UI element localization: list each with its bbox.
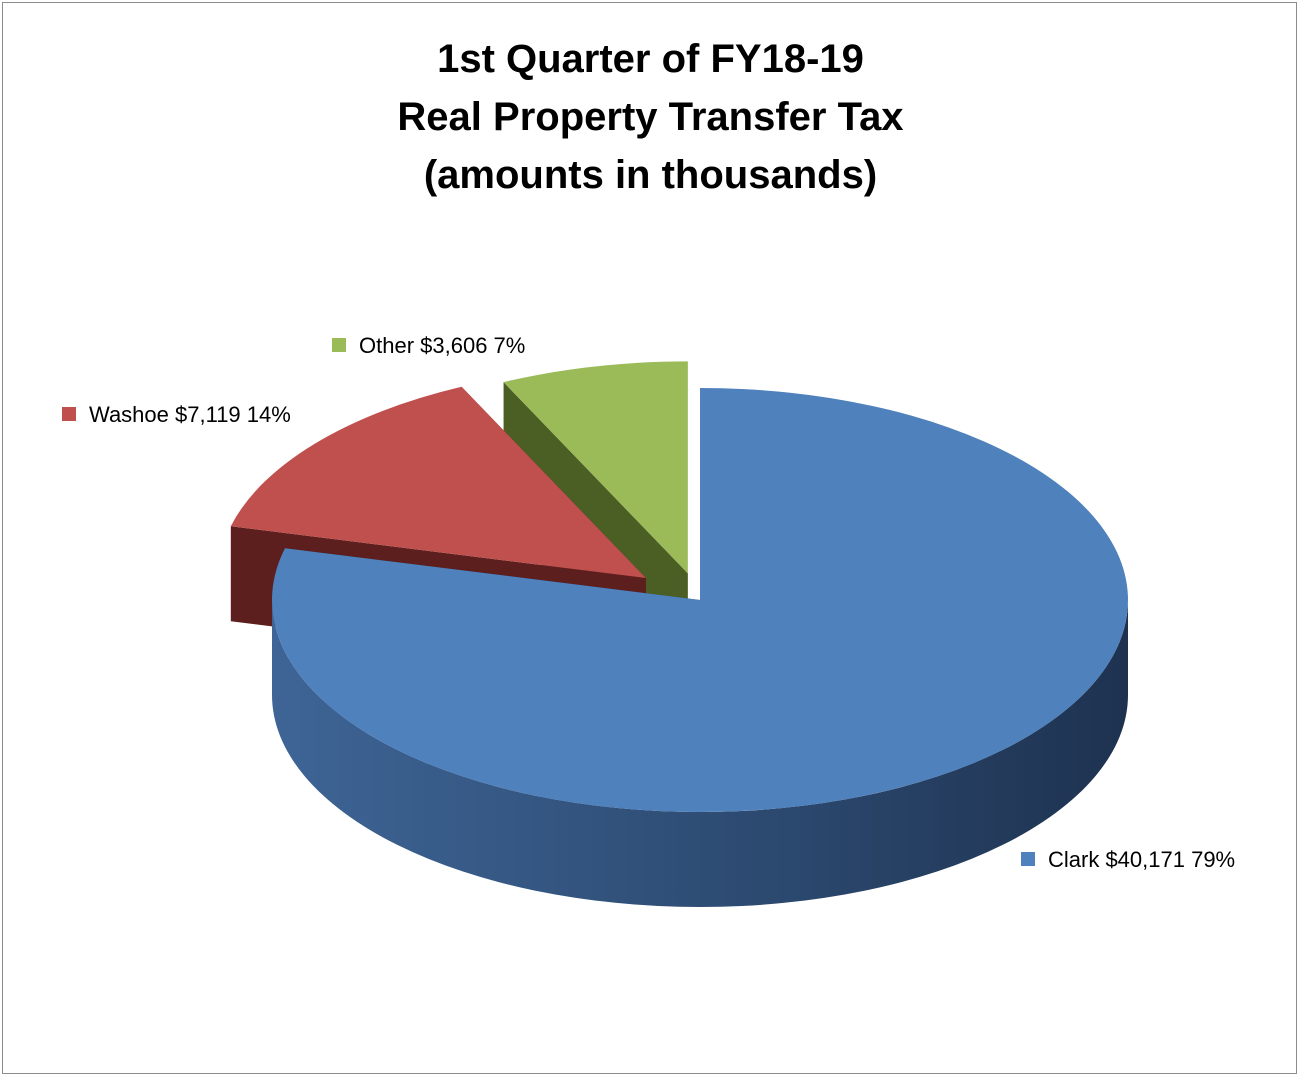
data-label-other-marker — [332, 338, 346, 352]
data-label-other-text: Other $3,606 7% — [359, 333, 525, 358]
slice-washoe-top — [230, 386, 646, 579]
chart-title-line-3: (amounts in thousands) — [423, 153, 878, 197]
chart-title: 1st Quarter of FY18-19 Real Property Tra… — [0, 30, 1301, 204]
data-label-washoe-text: Washoe $7,119 14% — [89, 402, 291, 427]
slice-clark-outer-wall — [272, 600, 1128, 907]
data-label-clark-text: Clark $40,171 79% — [1048, 847, 1235, 872]
slice-other-top — [503, 361, 688, 574]
pie-labels: Clark $40,171 79% Washoe $7,119 14% Other … — [62, 333, 1235, 872]
data-label-other: Other $3,606 7% — [332, 333, 525, 358]
chart-title-line-2: Real Property Transfer Tax — [397, 95, 904, 139]
data-label-washoe: Washoe $7,119 14% — [62, 402, 291, 427]
slice-clark-top — [271, 388, 1128, 812]
data-label-clark-marker — [1021, 852, 1035, 866]
data-label-clark: Clark $40,171 79% — [1021, 847, 1235, 872]
pie-slices — [230, 361, 1128, 907]
data-label-washoe-marker — [62, 407, 76, 421]
chart-title-line-1: 1st Quarter of FY18-19 — [437, 37, 864, 81]
slice-clark — [271, 388, 1128, 907]
